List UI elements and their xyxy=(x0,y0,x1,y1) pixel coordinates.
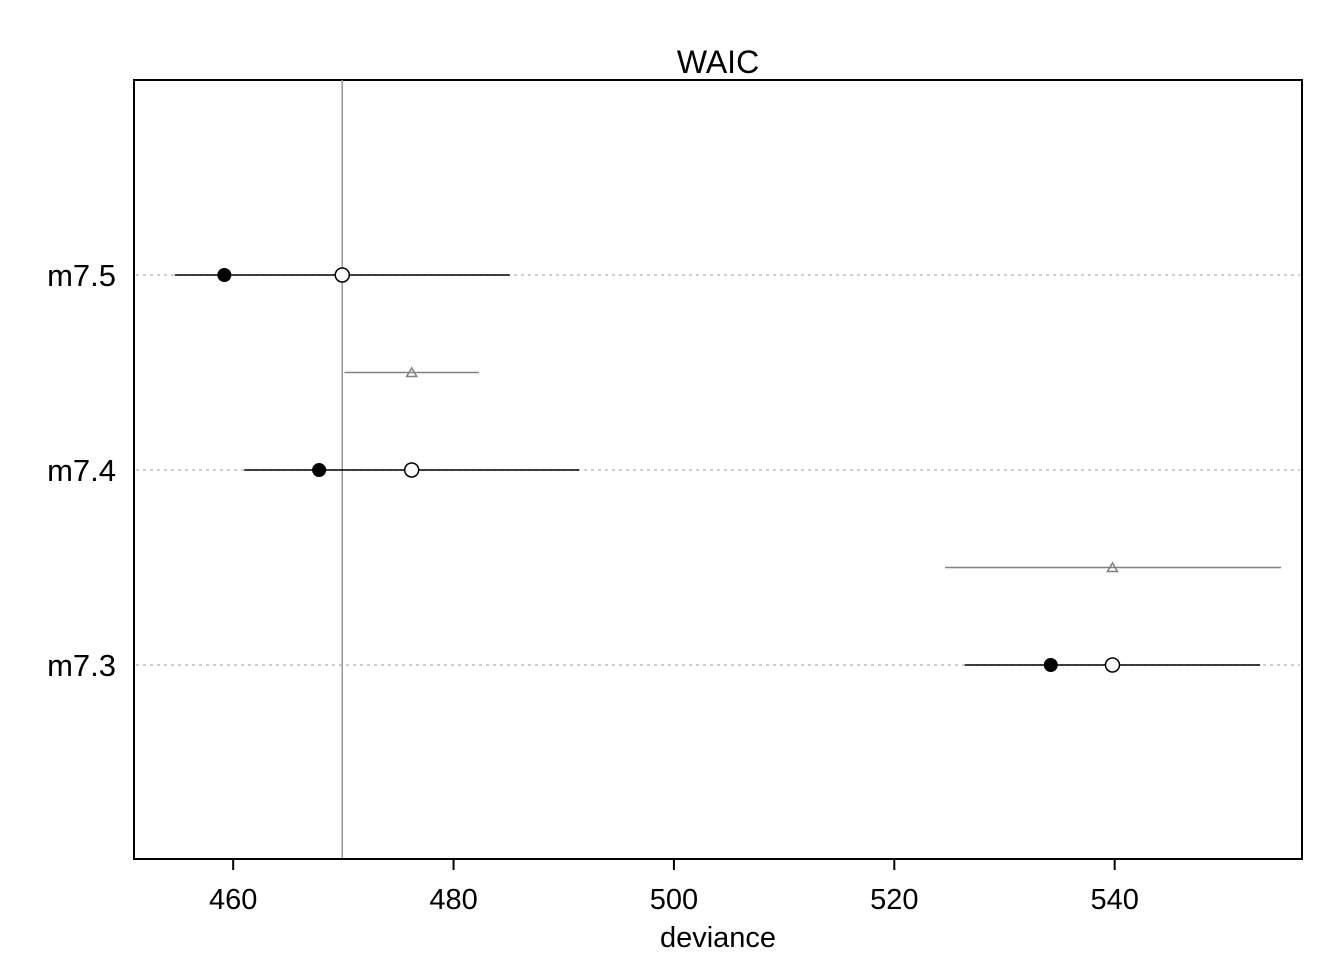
in-sample-point xyxy=(217,268,232,282)
x-tick-label: 460 xyxy=(209,884,257,916)
chart-title: WAIC xyxy=(677,44,759,80)
in-sample-point xyxy=(312,463,327,477)
y-tick-label: m7.3 xyxy=(47,648,116,683)
y-axis: m7.5 m7.4 m7.3 xyxy=(47,258,116,683)
y-tick-label: m7.5 xyxy=(47,258,116,293)
x-tick-label: 500 xyxy=(650,884,698,916)
waic-point xyxy=(334,267,351,283)
grid-lines xyxy=(136,274,1300,666)
difference-triangle xyxy=(405,366,418,378)
data-marks xyxy=(174,267,1282,673)
x-axis-label: deviance xyxy=(660,922,776,954)
difference-triangle xyxy=(1106,561,1119,573)
x-tick-label: 520 xyxy=(870,884,918,916)
x-axis: 460 480 500 520 540 xyxy=(209,858,1139,916)
in-sample-point xyxy=(1043,658,1058,672)
y-tick-label: m7.4 xyxy=(47,453,116,488)
waic-point xyxy=(403,462,420,478)
x-tick-label: 540 xyxy=(1090,884,1138,916)
x-tick-label: 480 xyxy=(429,884,477,916)
waic-point xyxy=(1104,657,1121,673)
